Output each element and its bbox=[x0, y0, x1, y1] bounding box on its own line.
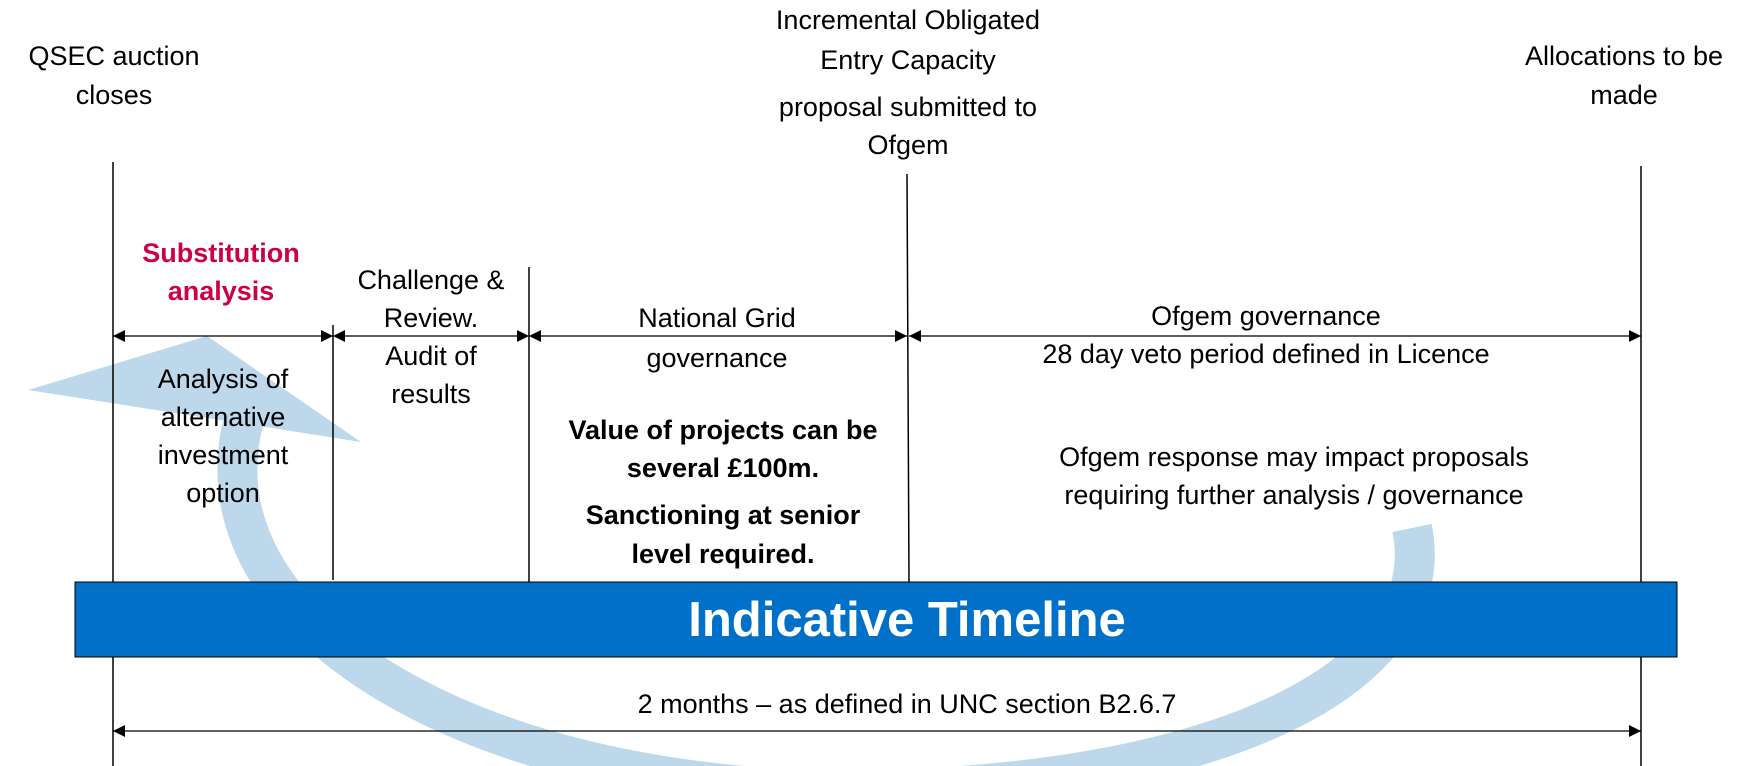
phase-title: Review. bbox=[384, 303, 479, 333]
phase-detail: Sanctioning at senior bbox=[586, 500, 861, 530]
phase-detail: option bbox=[186, 478, 260, 508]
banner bbox=[74, 581, 1678, 658]
milestone-label: closes bbox=[76, 80, 153, 110]
phase-title: analysis bbox=[168, 276, 275, 306]
phase-title: governance bbox=[646, 343, 787, 373]
phase-title: Ofgem governance bbox=[1151, 301, 1381, 331]
milestone-label: Incremental Obligated bbox=[776, 5, 1040, 35]
phase-title: results bbox=[391, 379, 471, 409]
milestone-label: Entry Capacity bbox=[820, 45, 996, 75]
phase-detail: Analysis of bbox=[158, 364, 289, 394]
milestone-label: QSEC auction bbox=[28, 41, 199, 71]
milestone-label: made bbox=[1590, 80, 1658, 110]
phase-arrows bbox=[113, 330, 1641, 737]
phase-title: 28 day veto period defined in Licence bbox=[1042, 339, 1489, 369]
phase-title: National Grid bbox=[638, 303, 796, 333]
phase-detail: Value of projects can be bbox=[568, 415, 877, 445]
milestone-label: Ofgem bbox=[867, 130, 948, 160]
phase-title: Substitution bbox=[142, 238, 299, 268]
dividers bbox=[112, 162, 1642, 766]
phase-detail: level required. bbox=[631, 539, 814, 569]
milestone-label: proposal submitted to bbox=[779, 92, 1037, 122]
phase-title: Audit of bbox=[385, 341, 477, 371]
phase-detail: alternative bbox=[161, 402, 286, 432]
phase-detail: investment bbox=[158, 440, 289, 470]
phase-title: Challenge & bbox=[357, 265, 504, 295]
duration: 2 months – as defined in UNC section B2.… bbox=[638, 689, 1177, 719]
banner-text: Indicative Timeline bbox=[688, 593, 1126, 647]
phase-detail: several £100m. bbox=[627, 453, 819, 483]
milestone-label: Allocations to be bbox=[1525, 41, 1723, 71]
phase-detail: Ofgem response may impact proposals bbox=[1059, 442, 1529, 472]
phase-detail: requiring further analysis / governance bbox=[1064, 480, 1523, 510]
